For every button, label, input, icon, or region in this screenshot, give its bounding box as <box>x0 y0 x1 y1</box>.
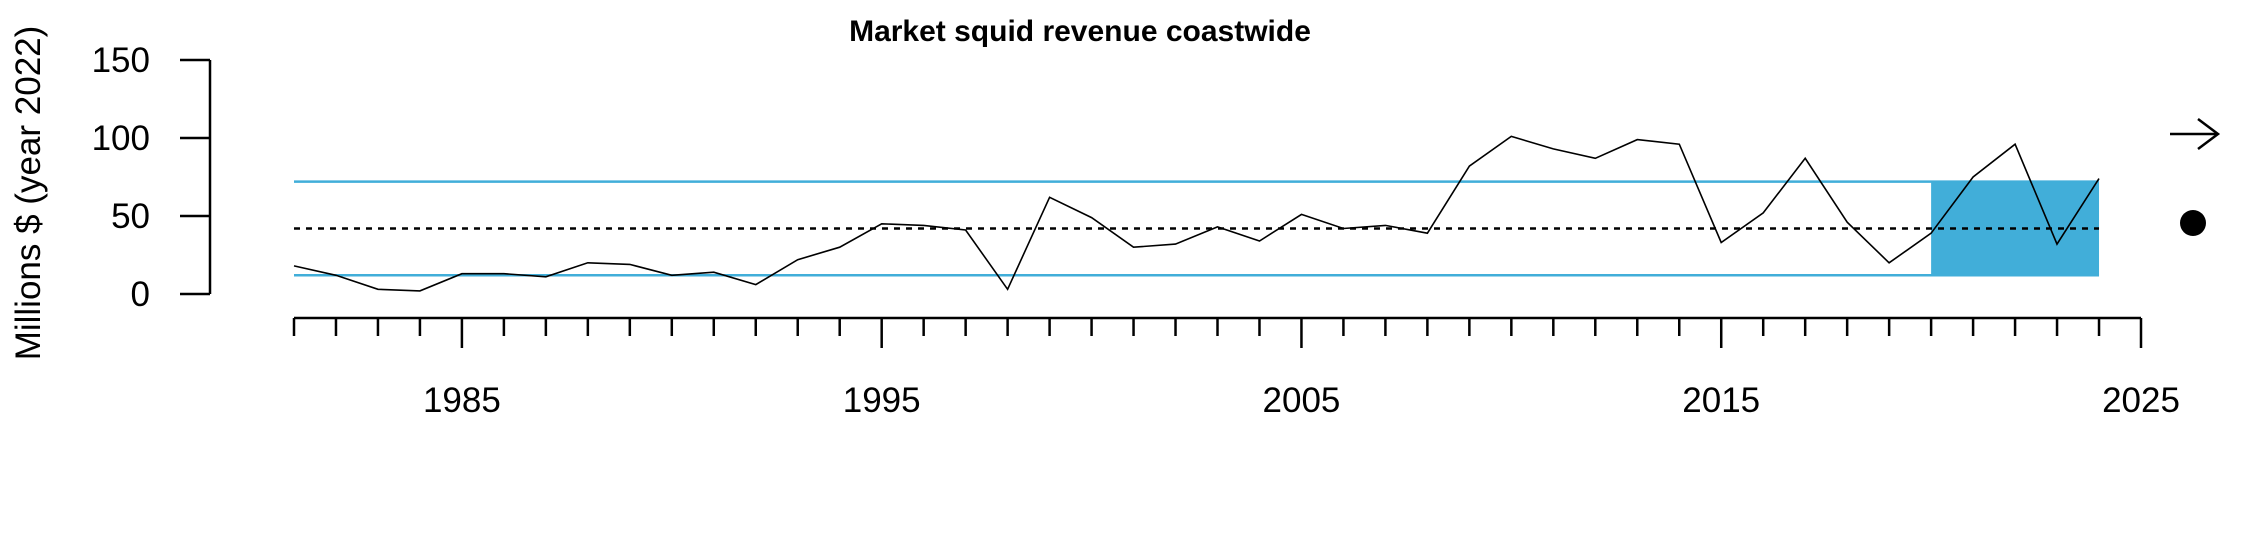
y-tick-label: 0 <box>131 275 150 314</box>
y-axis: 0 50 100 150 <box>92 41 212 314</box>
chart-title: Market squid revenue coastwide <box>849 15 1311 48</box>
x-tick-label: 2005 <box>1263 381 1341 420</box>
y-axis-label: Millions $ (year 2022) <box>9 26 48 361</box>
trend-arrow-head-icon <box>2197 118 2221 150</box>
y-tick-label: 100 <box>92 119 150 158</box>
x-tick-label: 2025 <box>2102 381 2180 420</box>
y-tick-label: 150 <box>92 41 150 80</box>
y-tick-label: 50 <box>111 197 150 236</box>
x-tick-label: 2015 <box>1682 381 1760 420</box>
x-axis: 1985 1995 2005 2015 2025 <box>292 316 2180 420</box>
indicators <box>2170 118 2221 236</box>
x-tick-label: 1985 <box>423 381 501 420</box>
mean-indicator-icon <box>2180 210 2206 236</box>
x-tick-label: 1995 <box>843 381 921 420</box>
series-line <box>293 135 2100 292</box>
plot-area <box>293 135 2100 292</box>
